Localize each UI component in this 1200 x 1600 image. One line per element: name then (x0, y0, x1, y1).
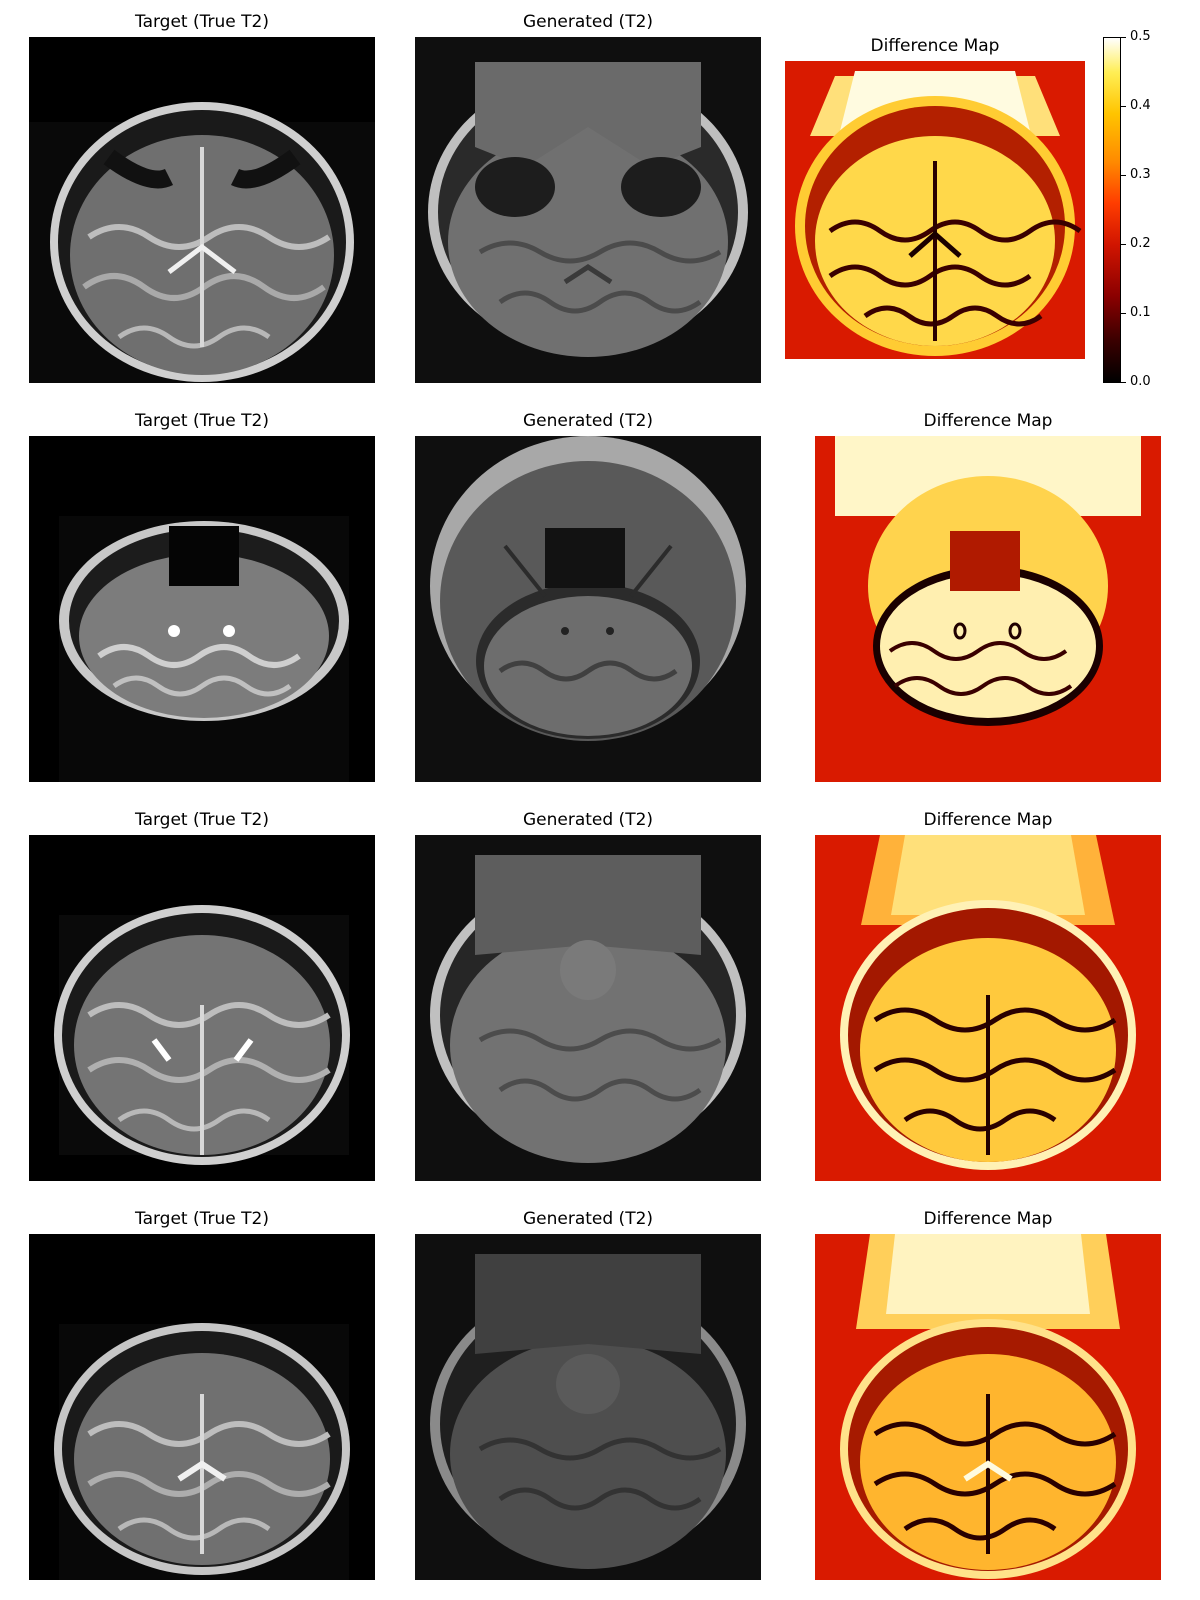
colorbar-tickmark (1121, 382, 1126, 383)
row1-diff-title: Difference Map (870, 36, 1000, 56)
colorbar (1103, 37, 1121, 383)
colorbar-tickmark (1121, 313, 1126, 314)
colorbar-tick-label: 0.0 (1130, 374, 1151, 389)
row4-generated-image (415, 1234, 761, 1580)
row1-target-image (29, 37, 375, 383)
row3-generated-title: Generated (T2) (522, 810, 654, 830)
row2-target-image (29, 436, 375, 782)
row1-target-title: Target (True T2) (135, 12, 269, 32)
colorbar-tick-label: 0.5 (1130, 29, 1151, 44)
colorbar-tick-label: 0.4 (1130, 98, 1151, 113)
row4-target-title: Target (True T2) (135, 1209, 269, 1229)
row4-difference-map (815, 1234, 1161, 1580)
row1-generated-image (415, 37, 761, 383)
row1-generated-title: Generated (T2) (522, 12, 654, 32)
row3-target-title: Target (True T2) (135, 810, 269, 830)
colorbar-tick-label: 0.3 (1130, 167, 1151, 182)
row2-diff-title: Difference Map (923, 411, 1053, 431)
row4-target-image (29, 1234, 375, 1580)
colorbar-tick-label: 0.1 (1130, 305, 1151, 320)
row3-generated-image (415, 835, 761, 1181)
row2-target-title: Target (True T2) (135, 411, 269, 431)
colorbar-tickmark (1121, 37, 1126, 38)
row4-diff-title: Difference Map (923, 1209, 1053, 1229)
row4-generated-title: Generated (T2) (522, 1209, 654, 1229)
colorbar-tickmark (1121, 175, 1126, 176)
row3-difference-map (815, 835, 1161, 1181)
colorbar-tick-label: 0.2 (1130, 236, 1151, 251)
colorbar-tickmark (1121, 244, 1126, 245)
row2-difference-map (815, 436, 1161, 782)
colorbar-tickmark (1121, 106, 1126, 107)
row3-diff-title: Difference Map (923, 810, 1053, 830)
row1-difference-map (785, 61, 1085, 359)
row2-generated-image (415, 436, 761, 782)
row3-target-image (29, 835, 375, 1181)
row2-generated-title: Generated (T2) (522, 411, 654, 431)
